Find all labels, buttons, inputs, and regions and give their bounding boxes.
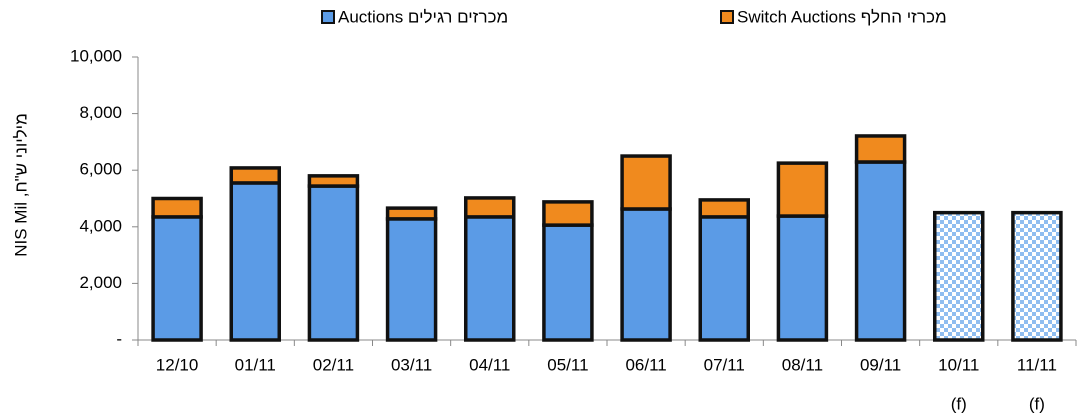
x-tick-sublabel: (f) [1029,394,1045,413]
bar-segment [229,166,281,185]
x-tick-sublabel: (f) [951,394,967,413]
bar-segment [542,223,594,342]
bar-segment [464,215,516,342]
bar-segment [542,200,594,227]
x-tick-label: 09/11 [860,355,901,374]
y-axis-label: מיליוני ש"ח, NIS Mil [11,113,30,257]
x-tick-label: 05/11 [547,355,588,374]
bar-segment [151,196,203,219]
bar-segment [776,214,829,342]
bar-segment [620,154,672,211]
bar-segment [933,210,985,342]
x-tick-label: 12/10 [156,355,199,374]
bar-segment [307,174,360,188]
bar-segment [385,206,438,221]
y-tick-label: - [116,329,122,348]
bar-segment [464,196,516,219]
bar-segment [620,207,672,342]
x-tick-label: 11/11 [1017,355,1057,374]
bar-segment [151,215,203,342]
x-tick-label: 03/11 [391,355,432,374]
legend-label: מכרזי החלף Switch Auctions [737,7,947,26]
bar-segment [1011,210,1063,342]
x-tick-label: 10/11 [938,355,979,374]
x-tick-label: 07/11 [704,355,745,374]
legend-swatch [321,10,335,24]
bar-segment [229,181,281,342]
y-tick-label: 2,000 [79,273,122,292]
bar-segment [776,161,829,218]
bar-segment [385,217,438,342]
bar-segment [854,160,907,342]
x-tick-label: 02/11 [313,355,354,374]
bar-segment [307,184,360,342]
bar-segment [854,134,907,164]
y-tick-label: 8,000 [79,103,122,122]
bar-segment [698,198,750,219]
y-tick-label: 4,000 [79,216,122,235]
bar-segment [698,215,750,342]
x-tick-label: 06/11 [625,355,666,374]
legend-swatch [720,10,734,24]
y-tick-label: 6,000 [79,160,122,179]
x-tick-label: 04/11 [469,355,510,374]
x-tick-label: 01/11 [235,355,276,374]
x-tick-label: 08/11 [782,355,823,374]
legend-label: מכרזים רגילים Auctions [338,7,508,26]
y-tick-label: 10,000 [70,46,122,65]
